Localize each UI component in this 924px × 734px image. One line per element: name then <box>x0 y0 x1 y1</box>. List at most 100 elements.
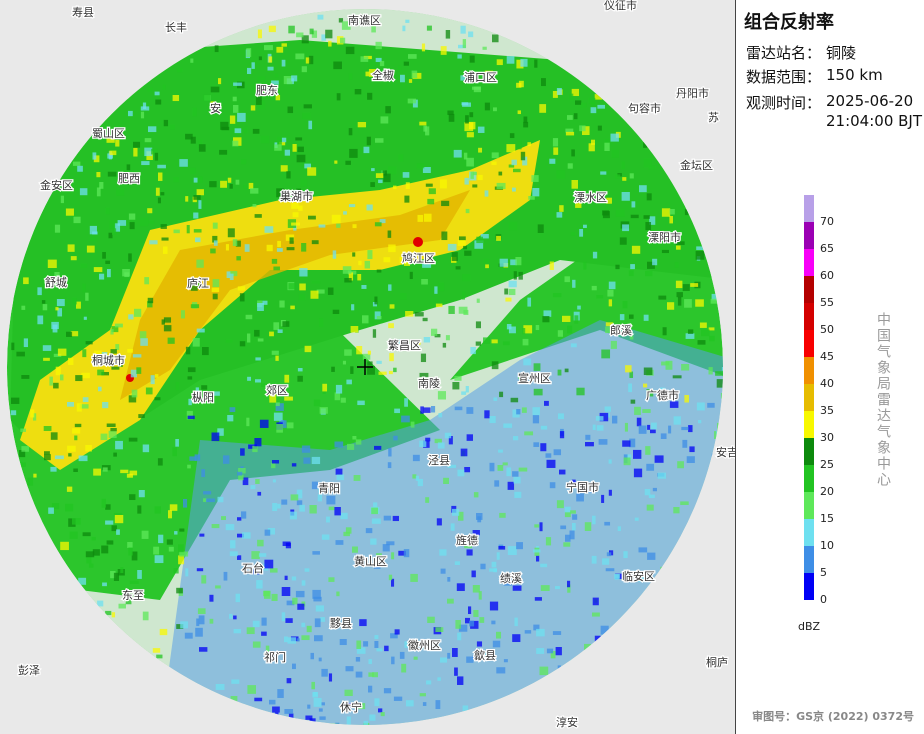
echo-pixel <box>11 397 20 404</box>
echo-pixel <box>425 183 433 187</box>
legend-label: 40 <box>820 377 834 390</box>
echo-pixel <box>128 110 133 117</box>
echo-pixel <box>660 433 667 439</box>
echo-pixel <box>142 102 147 109</box>
echo-pixel <box>437 677 441 681</box>
echo-pixel <box>549 261 554 270</box>
echo-pixel <box>290 494 299 501</box>
echo-pixel <box>408 54 417 59</box>
echo-pixel <box>622 440 631 447</box>
echo-pixel <box>99 182 104 189</box>
echo-pixel <box>597 104 606 109</box>
echo-pixel <box>608 281 616 290</box>
echo-pixel <box>82 397 89 403</box>
echo-pixel <box>371 25 376 33</box>
place-label: 桐城市 <box>92 353 125 367</box>
echo-pixel <box>286 678 292 684</box>
echo-pixel <box>304 568 310 572</box>
echo-pixel <box>281 587 291 596</box>
echo-pixel <box>328 40 332 47</box>
echo-pixel <box>319 716 326 720</box>
echo-pixel <box>567 115 573 120</box>
legend-swatch <box>804 357 814 384</box>
legend-label: 5 <box>820 566 827 579</box>
echo-pixel <box>209 618 214 624</box>
echo-pixel <box>297 146 304 153</box>
echo-pixel <box>458 511 464 521</box>
echo-pixel <box>187 278 193 286</box>
echo-pixel <box>438 413 443 418</box>
echo-pixel <box>162 84 166 90</box>
echo-pixel <box>367 250 373 260</box>
place-label: 金坛区 <box>680 158 713 172</box>
echo-pixel <box>648 494 655 499</box>
echo-pixel <box>129 222 135 230</box>
echo-pixel <box>194 454 201 461</box>
echo-pixel <box>565 131 575 136</box>
echo-pixel <box>668 425 672 434</box>
echo-pixel <box>284 709 294 714</box>
echo-pixel <box>644 489 651 496</box>
echo-pixel <box>82 349 87 358</box>
echo-pixel <box>472 655 476 660</box>
echo-pixel <box>347 443 355 450</box>
echo-pixel <box>299 283 306 291</box>
echo-pixel <box>508 164 515 168</box>
echo-pixel <box>122 269 130 277</box>
echo-pixel <box>185 133 193 140</box>
echo-pixel <box>505 297 512 302</box>
echo-pixel <box>185 568 189 577</box>
echo-pixel <box>227 228 235 238</box>
echo-pixel <box>242 477 249 486</box>
echo-pixel <box>72 428 81 434</box>
echo-pixel <box>105 260 111 264</box>
echo-pixel <box>101 372 109 376</box>
place-label: 苏 <box>708 111 719 124</box>
echo-pixel <box>422 702 427 706</box>
echo-pixel <box>197 139 203 148</box>
echo-pixel <box>120 567 124 574</box>
echo-pixel <box>206 498 215 503</box>
echo-pixel <box>374 698 380 707</box>
echo-pixel <box>367 361 373 366</box>
echo-pixel <box>109 220 116 229</box>
echo-pixel <box>539 522 543 532</box>
echo-pixel <box>218 78 222 85</box>
echo-pixel <box>353 475 361 481</box>
echo-pixel <box>105 520 114 525</box>
echo-pixel <box>292 212 299 218</box>
echo-pixel <box>255 357 261 361</box>
echo-pixel <box>546 648 554 654</box>
echo-pixel <box>524 630 532 634</box>
echo-pixel <box>652 487 657 492</box>
echo-pixel <box>492 34 499 43</box>
echo-pixel <box>383 688 392 694</box>
echo-pixel <box>214 45 219 53</box>
echo-pixel <box>661 208 671 217</box>
echo-pixel <box>516 59 524 69</box>
echo-pixel <box>51 503 60 510</box>
place-label: 繁昌区 <box>388 338 421 352</box>
echo-pixel <box>56 299 65 307</box>
echo-pixel <box>217 428 224 436</box>
echo-pixel <box>445 459 450 464</box>
echo-pixel <box>132 170 138 175</box>
echo-pixel <box>230 540 236 549</box>
echo-pixel <box>98 386 102 392</box>
echo-pixel <box>584 643 591 651</box>
echo-pixel <box>649 216 656 225</box>
echo-pixel <box>417 478 423 487</box>
echo-pixel <box>254 438 262 447</box>
echo-pixel <box>647 552 656 560</box>
legend-swatch <box>804 384 814 411</box>
echo-pixel <box>336 591 340 597</box>
echo-pixel <box>298 205 303 211</box>
echo-pixel <box>127 542 133 548</box>
echo-pixel <box>363 720 369 725</box>
echo-pixel <box>106 540 114 545</box>
echo-pixel <box>68 518 76 527</box>
echo-pixel <box>269 331 274 337</box>
echo-pixel <box>66 486 73 492</box>
echo-pixel <box>352 436 357 440</box>
